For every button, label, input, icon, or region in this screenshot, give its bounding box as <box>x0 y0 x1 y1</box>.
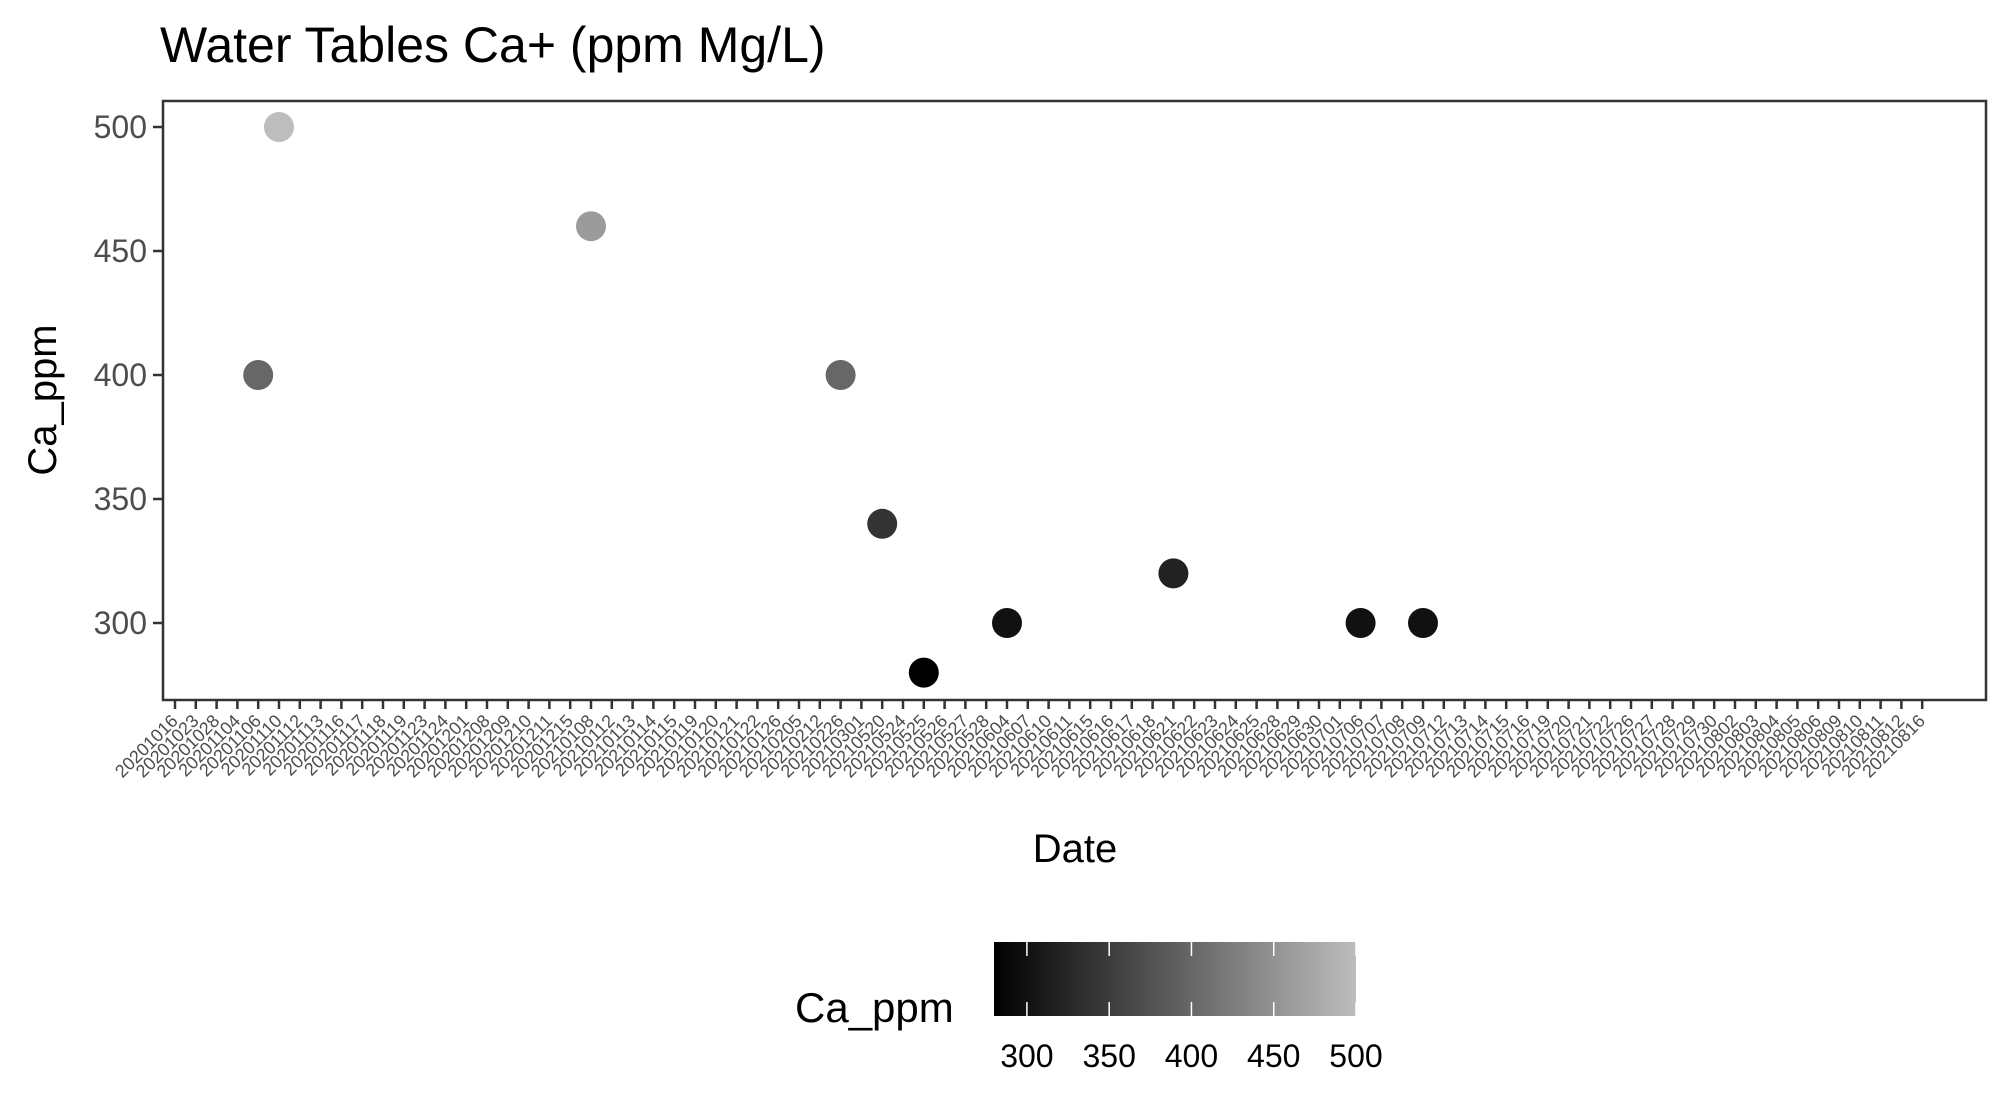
plot-panel <box>161 99 1988 702</box>
y-axis: 300 350 400 450 500 <box>94 109 163 641</box>
y-tick-label: 500 <box>94 109 147 145</box>
data-point <box>908 657 939 688</box>
chart-title: Water Tables Ca+ (ppm Mg/L) <box>160 17 826 73</box>
y-tick-label: 450 <box>94 233 147 269</box>
y-axis-title: Ca_ppm <box>21 324 65 475</box>
x-axis: 2020101620201023202010282020110420201106… <box>111 700 1929 781</box>
y-tick-label: 400 <box>94 357 147 393</box>
legend-title: Ca_ppm <box>795 984 954 1031</box>
y-tick-label: 350 <box>94 481 147 517</box>
data-point <box>1158 558 1189 589</box>
data-point <box>1345 608 1376 638</box>
data-points <box>243 112 1438 688</box>
legend-tick-label: 450 <box>1247 1038 1300 1074</box>
data-point <box>1408 608 1438 638</box>
color-legend: Ca_ppm 300 350 400 450 500 <box>795 942 1383 1074</box>
legend-tick-label: 500 <box>1329 1038 1382 1074</box>
x-axis-title: Date <box>1033 827 1118 871</box>
y-tick-label: 300 <box>94 605 147 641</box>
data-point <box>576 211 606 242</box>
legend-tick-label: 350 <box>1082 1038 1135 1074</box>
legend-tick-label: 300 <box>1000 1038 1053 1074</box>
legend-colorbar <box>994 942 1356 1016</box>
data-point <box>243 360 274 390</box>
legend-tick-label: 400 <box>1165 1038 1218 1074</box>
data-point <box>992 608 1022 638</box>
data-point <box>867 508 898 539</box>
data-point <box>825 360 856 390</box>
data-point <box>264 112 294 142</box>
